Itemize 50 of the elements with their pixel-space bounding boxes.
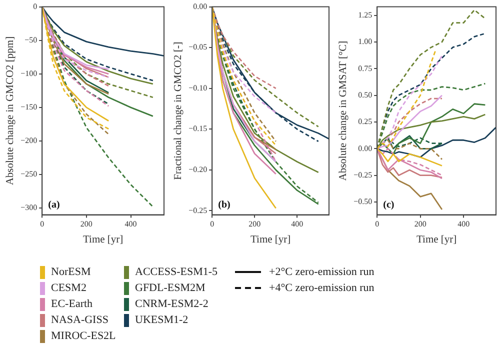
legend-label: GFDL-ESM2M xyxy=(135,281,206,296)
y-tick-label: −0.05 xyxy=(188,42,208,52)
x-tick-label: 200 xyxy=(80,220,92,229)
y-tick-label: −0.25 xyxy=(354,170,372,180)
legend-label: UKESM1-2 xyxy=(135,313,188,328)
y-tick-label: −0.50 xyxy=(354,197,372,206)
x-tick-label: 0 xyxy=(375,220,380,229)
annotation: (a) xyxy=(48,199,60,210)
y-axis-title: Absolute change in GMSAT [°C] xyxy=(338,40,350,181)
y-tick-label: −0.10 xyxy=(188,83,208,92)
y-tick-label: 0 xyxy=(33,2,38,11)
annotation: (c) xyxy=(383,199,394,210)
legend-label: NorESM xyxy=(51,265,91,280)
x-axis-title: Time [yr] xyxy=(250,234,291,246)
x-tick-label: 400 xyxy=(124,220,137,229)
text: +4°C zero-emission run xyxy=(269,281,374,296)
x-tick-label: 200 xyxy=(414,220,426,229)
x-axis-title: Time [yr] xyxy=(82,234,124,246)
y-tick-label: −50 xyxy=(24,35,38,44)
y-axis-title: Absolute change in GMCO2 [ppm] xyxy=(5,36,16,186)
legend-label: ACCESS-ESM1-5 xyxy=(135,265,218,280)
x-tick-label: 0 xyxy=(40,220,44,229)
x-axis-title: Time [yr] xyxy=(416,234,457,246)
y-tick-label: 0.25 xyxy=(358,117,372,126)
x-tick-label: 0 xyxy=(210,220,214,229)
x-tick-label: 200 xyxy=(248,220,261,229)
y-tick-label: −0.25 xyxy=(188,206,208,215)
y-axis-title: Fractional change in GMCO2 [-] xyxy=(173,42,184,180)
annotation: (b) xyxy=(218,199,230,210)
y-tick-label: −100 xyxy=(20,68,38,78)
y-tick-label: −150 xyxy=(20,102,38,112)
y-tick-label: 0.50 xyxy=(358,90,372,100)
x-tick-label: 400 xyxy=(291,220,304,229)
text: +2°C zero-emission run xyxy=(269,265,374,280)
y-tick-label: 0.00 xyxy=(193,2,208,11)
legend-label: EC-Earth xyxy=(51,297,93,312)
legend-label: CESM2 xyxy=(51,281,86,296)
legend-label: MIROC-ES2L xyxy=(51,329,116,344)
y-tick-label: −0.15 xyxy=(188,124,208,134)
y-tick-label: −0.20 xyxy=(188,165,208,174)
y-tick-label: −300 xyxy=(20,203,38,212)
x-tick-label: 400 xyxy=(458,220,470,229)
y-tick-label: 0.00 xyxy=(358,144,372,153)
y-tick-label: −250 xyxy=(20,170,38,179)
y-tick-label: −200 xyxy=(20,136,38,146)
y-tick-label: 1.00 xyxy=(358,37,372,46)
y-tick-label: 0.75 xyxy=(358,64,372,73)
legend-label: NASA-GISS xyxy=(51,313,108,328)
y-tick-label: 1.25 xyxy=(358,10,372,20)
legend-label: CNRM-ESM2-2 xyxy=(135,297,208,312)
